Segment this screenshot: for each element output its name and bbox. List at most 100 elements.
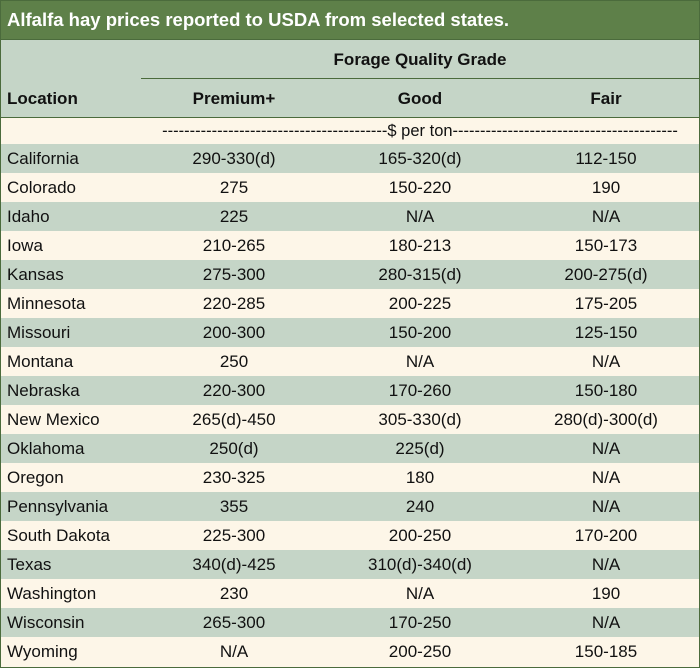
cell-premium: 210-265 [202,236,266,255]
table-body: California 290-330(d) 165-320(d) 112-150 Col… [1,144,699,666]
unit-row: ----------------------------------------… [1,118,699,144]
column-header-premium: Premium+ [192,89,276,108]
cell-location: South Dakota [7,526,111,545]
table-row: Nebraska 220-300 170-260 150-180 [1,376,699,405]
table-row: Missouri 200-300 150-200 125-150 [1,318,699,347]
cell-good: 200-250 [388,526,452,545]
cell-good: N/A [405,352,435,371]
cell-premium: 230-325 [202,468,266,487]
cell-premium: 225 [219,207,249,226]
cell-location: Idaho [7,207,50,226]
cell-location: Missouri [7,323,71,342]
cell-good: 180 [405,468,435,487]
group-header-rule [141,78,699,79]
column-header-location: Location [7,89,78,108]
cell-fair: N/A [591,352,621,371]
cell-fair: 150-173 [574,236,638,255]
cell-location: Iowa [7,236,43,255]
cell-premium: 250(d) [209,439,259,458]
cell-premium: 355 [219,497,249,516]
cell-premium: 250 [219,352,249,371]
cell-good: 165-320(d) [378,149,462,168]
cell-good: 225(d) [395,439,445,458]
cell-fair: 175-205 [574,294,638,313]
cell-location: Nebraska [7,381,80,400]
table-row: Texas 340(d)-425 310(d)-340(d) N/A [1,550,699,579]
table-row: Oklahoma 250(d) 225(d) N/A [1,434,699,463]
cell-good: 180-213 [388,236,452,255]
cell-location: Colorado [7,178,76,197]
cell-fair: N/A [591,497,621,516]
group-header-forage-quality: Forage Quality Grade [333,50,507,69]
cell-premium: 230 [219,584,249,603]
table-row: Pennsylvania 355 240 N/A [1,492,699,521]
cell-good: 305-330(d) [378,410,462,429]
cell-good: 310(d)-340(d) [368,555,472,574]
table-row: Idaho 225 N/A N/A [1,202,699,231]
cell-good: 170-260 [388,381,452,400]
table-row: Minnesota 220-285 200-225 175-205 [1,289,699,318]
cell-location: Washington [7,584,97,603]
cell-fair: 170-200 [574,526,638,545]
cell-good: 150-220 [388,178,452,197]
cell-fair: 112-150 [575,149,637,168]
cell-good: N/A [405,584,435,603]
table-row: Montana 250 N/A N/A [1,347,699,376]
cell-location: Oregon [7,468,64,487]
cell-good: 200-225 [388,294,452,313]
cell-location: Oklahoma [7,439,85,458]
table-row: South Dakota 225-300 200-250 170-200 [1,521,699,550]
cell-fair: 200-275(d) [564,265,648,284]
cell-premium: 275 [219,178,249,197]
cell-good: 150-200 [388,323,452,342]
table-title: Alfalfa hay prices reported to USDA from… [1,1,699,39]
cell-premium: 200-300 [202,323,266,342]
cell-fair: N/A [591,468,621,487]
cell-premium: 220-285 [202,294,266,313]
cell-location: California [7,149,79,168]
cell-fair: 190 [591,584,621,603]
cell-fair: N/A [591,613,621,632]
table-row: Iowa 210-265 180-213 150-173 [1,231,699,260]
cell-fair: N/A [591,555,621,574]
cell-location: Pennsylvania [7,497,109,516]
cell-location: Wyoming [7,642,78,661]
cell-location: Montana [7,352,74,371]
cell-premium: N/A [219,642,249,661]
table-row: Kansas 275-300 280-315(d) 200-275(d) [1,260,699,289]
cell-good: 280-315(d) [378,265,462,284]
cell-premium: 275-300 [202,265,266,284]
column-header-fair: Fair [590,89,622,108]
unit-label: ----------------------------------------… [162,122,678,140]
cell-premium: 290-330(d) [192,149,276,168]
cell-fair: N/A [591,207,621,226]
table-row: New Mexico 265(d)-450 305-330(d) 280(d)-300… [1,405,699,434]
cell-location: Texas [7,555,52,574]
cell-good: 170-250 [388,613,452,632]
column-header-good: Good [397,89,443,108]
cell-premium: 340(d)-425 [192,555,276,574]
cell-premium: 265-300 [202,613,266,632]
cell-location: Wisconsin [7,613,85,632]
cell-location: Kansas [7,265,64,284]
table-row: Wyoming N/A 200-250 150-185 [1,637,699,666]
table-row: California 290-330(d) 165-320(d) 112-150 [1,144,699,173]
cell-location: New Mexico [7,410,100,429]
cell-fair: 280(d)-300(d) [554,410,658,429]
table-row: Colorado 275 150-220 190 [1,173,699,202]
table-row: Washington 230 N/A 190 [1,579,699,608]
cell-fair: 125-150 [574,323,638,342]
cell-premium: 265(d)-450 [192,410,276,429]
cell-good: 200-250 [388,642,452,661]
cell-good: N/A [405,207,435,226]
cell-fair: 190 [591,178,621,197]
table-row: Oregon 230-325 180 N/A [1,463,699,492]
cell-fair: N/A [591,439,621,458]
cell-fair: 150-185 [574,642,638,661]
cell-premium: 220-300 [202,381,266,400]
table-header: Forage Quality Grade Location Premium+ G… [1,39,699,118]
cell-premium: 225-300 [202,526,266,545]
cell-location: Minnesota [7,294,86,313]
cell-fair: 150-180 [574,381,638,400]
